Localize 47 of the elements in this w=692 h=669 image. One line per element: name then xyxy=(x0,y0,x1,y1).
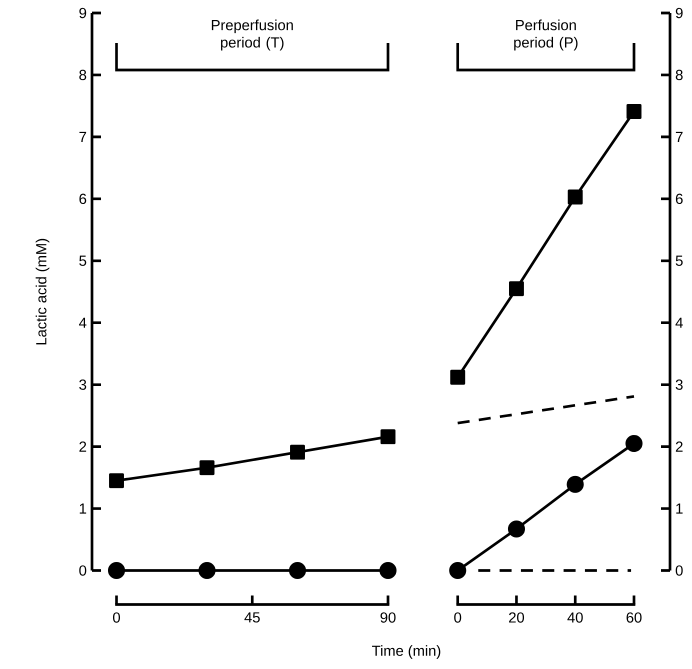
y-tick-label: 5 xyxy=(79,256,86,266)
y-tick-label: 3 xyxy=(79,379,86,390)
annotation: Perfusion period (P) xyxy=(514,20,578,50)
point xyxy=(566,476,584,493)
x-tick-label: 40 xyxy=(567,612,583,623)
y-tick-label: 5 xyxy=(676,256,683,266)
y-tick-label: 1 xyxy=(676,504,683,514)
y-tick-label: 4 xyxy=(79,318,86,328)
point xyxy=(290,444,305,460)
point xyxy=(108,562,126,580)
x-tick-label: 45 xyxy=(244,612,260,623)
y-tick-label: 6 xyxy=(676,194,683,204)
y-tick-label: 0 xyxy=(79,565,86,576)
point xyxy=(380,429,396,444)
y-tick-label: 7 xyxy=(676,132,683,142)
annotation: Preperfusion period (T) xyxy=(212,20,293,50)
x-tick-label: 0 xyxy=(454,612,462,623)
point xyxy=(198,562,216,580)
y-tick-label: 2 xyxy=(676,442,683,452)
x-tick-label: 0 xyxy=(112,612,120,623)
y-tick-label: 4 xyxy=(675,318,683,328)
point xyxy=(626,104,642,119)
y-tick-label: 8 xyxy=(676,70,683,80)
x-tick-label: 20 xyxy=(509,612,524,623)
x-tick-label: 90 xyxy=(380,612,396,623)
point xyxy=(200,460,214,476)
y-tick-label: 3 xyxy=(676,379,683,390)
y-tick-label: 6 xyxy=(79,194,86,204)
x-axis-title: Time (min) xyxy=(372,645,440,659)
x-tick-label: 60 xyxy=(626,612,642,623)
y-tick-label: 7 xyxy=(79,132,86,142)
point xyxy=(288,562,306,580)
y-tick-label: 1 xyxy=(80,504,86,514)
point xyxy=(379,562,397,580)
y-tick-label: 9 xyxy=(79,8,86,18)
y-tick-label: 9 xyxy=(676,8,683,18)
point xyxy=(509,281,524,296)
point xyxy=(109,473,124,488)
point xyxy=(450,370,466,385)
y-tick-label: 8 xyxy=(79,70,86,80)
y-tick-label: 0 xyxy=(676,565,683,576)
point xyxy=(625,434,643,452)
point xyxy=(568,190,583,204)
point xyxy=(449,562,466,580)
point xyxy=(508,520,526,538)
y-axis-title: Lactic acid (mM) xyxy=(36,238,50,344)
y-tick-label: 2 xyxy=(79,442,86,452)
